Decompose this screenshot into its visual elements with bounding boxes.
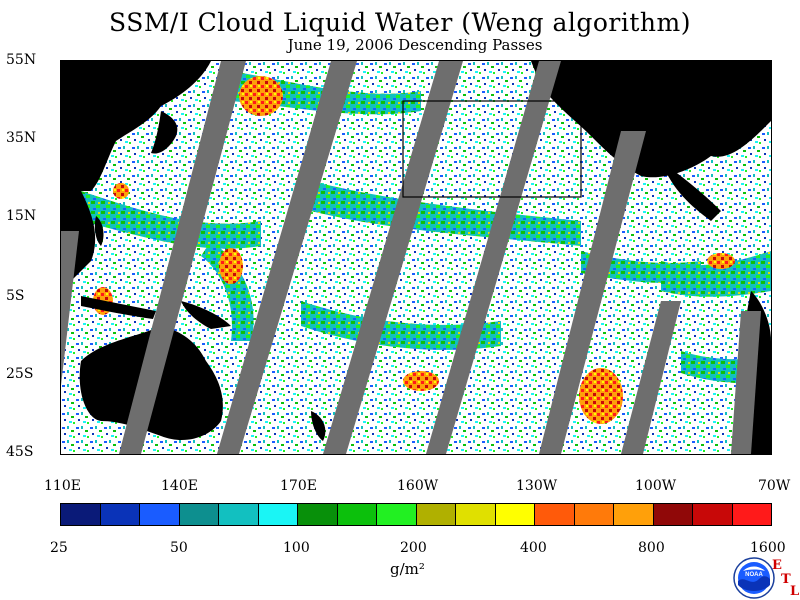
- scale-swatch-0: [61, 504, 101, 525]
- scale-swatch-15: [653, 504, 693, 525]
- etl-logo-t: T: [781, 572, 791, 587]
- scale-swatch-1: [100, 504, 140, 525]
- scale-swatch-11: [495, 504, 535, 525]
- scale-swatch-2: [140, 504, 180, 525]
- lat-label-5s: 5S: [6, 288, 25, 304]
- lat-label-15n: 15N: [6, 208, 37, 224]
- scale-swatch-13: [574, 504, 614, 525]
- scale-swatch-3: [179, 504, 219, 525]
- scale-swatch-8: [377, 504, 417, 525]
- scale-tick-25: 25: [50, 540, 68, 556]
- scale-tick-400: 400: [520, 540, 547, 556]
- region-outline-box: [402, 100, 582, 198]
- scale-tick-200: 200: [400, 540, 427, 556]
- lat-label-45s: 45S: [6, 444, 34, 460]
- heavy-cloud-spots: [93, 76, 735, 424]
- scale-swatch-5: [258, 504, 298, 525]
- scale-swatch-4: [219, 504, 259, 525]
- color-scale-bar: [60, 503, 772, 526]
- lon-label-140e: 140E: [161, 478, 198, 494]
- scale-swatch-9: [416, 504, 456, 525]
- lon-label-110e: 110E: [44, 478, 81, 494]
- scale-swatch-17: [732, 504, 771, 525]
- lon-label-170e: 170E: [280, 478, 317, 494]
- etl-logo-e: E: [772, 558, 782, 573]
- scale-swatch-10: [456, 504, 496, 525]
- chart-title: SSM/I Cloud Liquid Water (Weng algorithm…: [109, 8, 691, 37]
- swath-gaps: [61, 61, 761, 454]
- scale-swatch-7: [337, 504, 377, 525]
- lat-label-25s: 25S: [6, 366, 34, 382]
- scale-unit-label: g/m²: [390, 560, 425, 578]
- scale-tick-1600: 1600: [750, 540, 786, 556]
- lon-label-70w: 70W: [758, 478, 791, 494]
- noaa-logo: NOAA: [733, 557, 775, 599]
- scale-swatch-12: [535, 504, 575, 525]
- scale-tick-50: 50: [170, 540, 188, 556]
- lon-label-160w: 160W: [397, 478, 439, 494]
- chart-subtitle: June 19, 2006 Descending Passes: [287, 36, 543, 54]
- noaa-logo-text: NOAA: [745, 572, 763, 578]
- scale-tick-800: 800: [638, 540, 665, 556]
- lat-label-35n: 35N: [6, 130, 37, 146]
- cloud-water-map: [61, 61, 771, 454]
- scale-swatch-16: [693, 504, 733, 525]
- lat-label-55n: 55N: [6, 52, 37, 68]
- lon-label-100w: 100W: [635, 478, 677, 494]
- map-panel: [60, 60, 772, 455]
- lon-label-130w: 130W: [516, 478, 558, 494]
- etl-logo-l: L: [790, 584, 800, 599]
- scale-swatch-6: [298, 504, 338, 525]
- scale-tick-100: 100: [283, 540, 310, 556]
- scale-swatch-14: [614, 504, 654, 525]
